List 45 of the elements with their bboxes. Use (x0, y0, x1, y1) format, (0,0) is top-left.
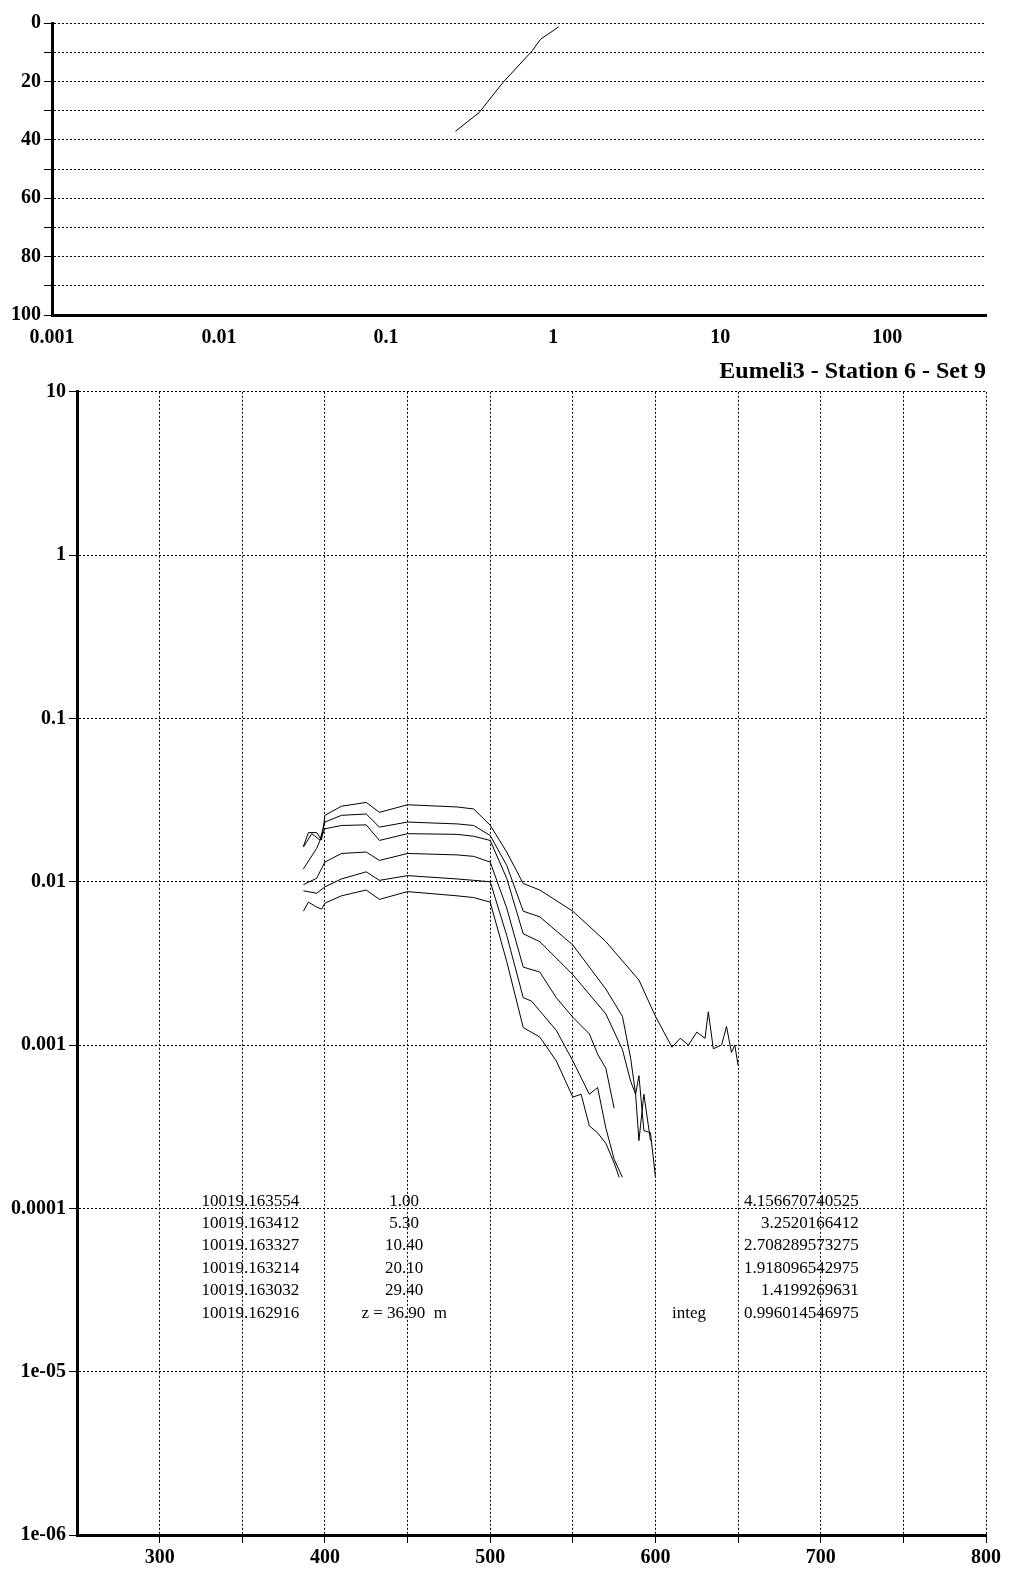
annotation: integ (672, 1302, 707, 1322)
annotation: 20.10 (385, 1257, 424, 1277)
y-tick-label: 40 (21, 126, 41, 149)
x-tick-label: 300 (144, 1545, 175, 1568)
annotation: 5.30 (389, 1213, 420, 1233)
x-tick-label: 1 (548, 325, 559, 348)
annotation: 10019.163327 (201, 1235, 300, 1255)
x-tick-label: 800 (971, 1545, 1001, 1568)
y-tick-label: 0.001 (21, 1032, 66, 1055)
y-tick-label: 1 (56, 542, 66, 565)
annotation: 10019.163554 (201, 1190, 300, 1210)
y-tick-label: 1e-05 (20, 1358, 66, 1381)
y-tick-label: 60 (21, 185, 41, 208)
annotation: 2.708289573275 (743, 1235, 859, 1255)
annotation: 0.996014546975 (743, 1302, 859, 1322)
y-tick-label: 100 (11, 302, 41, 325)
y-tick-label: 0.1 (41, 705, 66, 728)
annotation: 10019.163412 (201, 1213, 300, 1233)
annotation: 10019.162916 (201, 1302, 300, 1322)
x-tick-label: 10 (710, 325, 731, 348)
x-tick-label: 700 (805, 1545, 836, 1568)
y-tick-label: 0 (31, 10, 41, 33)
annotation: 4.156670740525 (743, 1190, 859, 1210)
x-tick-label: 100 (872, 325, 903, 348)
x-tick-label: 600 (640, 1545, 671, 1568)
chart-title: Eumeli3 - Station 6 - Set 9 (719, 356, 986, 383)
annotation: 1.918096542975 (743, 1257, 859, 1277)
y-tick-label: 80 (21, 243, 41, 266)
x-tick-label: 500 (475, 1545, 506, 1568)
y-tick-label: 0.01 (31, 868, 66, 891)
x-tick-label: 0.01 (201, 325, 237, 348)
y-tick-label: 1e-06 (20, 1522, 66, 1545)
annotation: 1.00 (389, 1190, 420, 1210)
y-tick-label: 20 (21, 68, 41, 91)
x-tick-label: 0.1 (373, 325, 399, 348)
annotation: 29.40 (385, 1280, 424, 1300)
y-tick-label: 10 (46, 378, 66, 401)
annotation: z = 36.90 m (361, 1302, 448, 1322)
y-tick-label: 0.0001 (11, 1195, 66, 1218)
annotation: 10.40 (385, 1235, 424, 1255)
annotation: 10019.163032 (201, 1280, 300, 1300)
annotation: 3.2520166412 (760, 1213, 859, 1233)
annotation: 1.4199269631 (760, 1280, 859, 1300)
annotation: 10019.163214 (201, 1257, 300, 1277)
x-tick-label: 400 (309, 1545, 340, 1568)
